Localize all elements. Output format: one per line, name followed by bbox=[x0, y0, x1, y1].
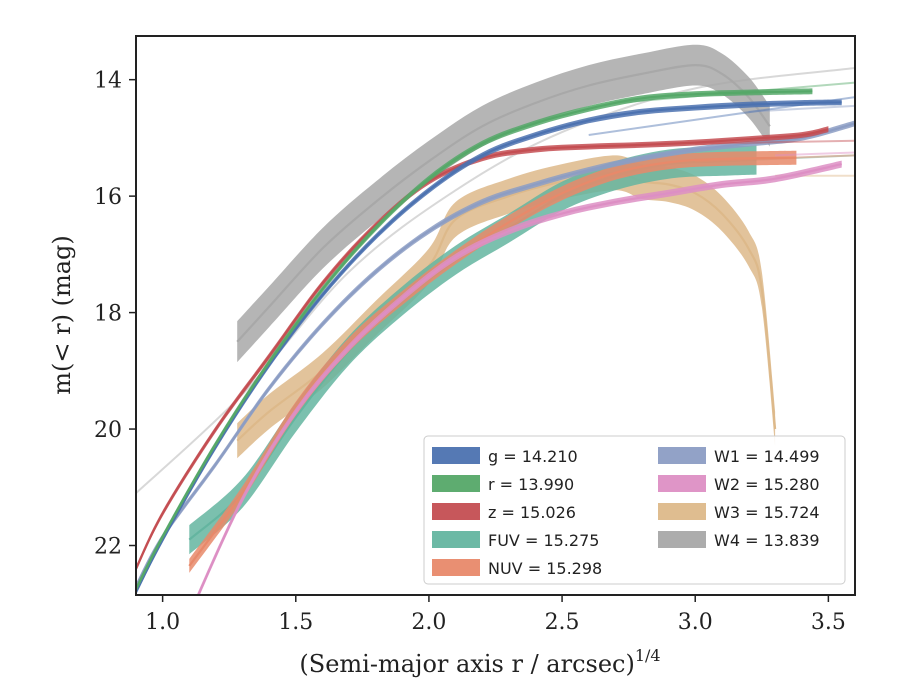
legend-label-W4: W4 = 13.839 bbox=[714, 531, 820, 550]
legend-label-NUV: NUV = 15.298 bbox=[488, 559, 602, 578]
legend-swatch-r bbox=[432, 475, 480, 492]
legend-box bbox=[423, 435, 846, 585]
legend: g = 14.210 r = 13.990 z = 15.026 FUV = 15.2… bbox=[423, 435, 846, 585]
x-tick-label: 3.5 bbox=[811, 610, 846, 635]
legend-swatch-W4 bbox=[658, 531, 706, 548]
plot-frame bbox=[135, 35, 856, 596]
x-axis-label-sup: 1/4 bbox=[635, 646, 661, 665]
legend-swatch-NUV bbox=[432, 559, 480, 576]
y-tick-label: 22 bbox=[94, 535, 122, 560]
x-axis-label-text: (Semi-major axis r / arcsec) bbox=[299, 650, 634, 678]
legend-label-W1: W1 = 14.499 bbox=[714, 447, 820, 466]
ticks-layer: 1.0 1.5 2.0 2.5 3.0 3.5 14 16 18 20 22 bbox=[94, 69, 846, 635]
x-tick-label: 1.5 bbox=[278, 610, 313, 635]
legend-swatch-W3 bbox=[658, 503, 706, 520]
legend-swatch-g bbox=[432, 447, 480, 464]
y-tick-label: 14 bbox=[94, 69, 122, 94]
legend-swatch-FUV bbox=[432, 531, 480, 548]
legend-swatch-W2 bbox=[658, 475, 706, 492]
series-r-line bbox=[136, 90, 813, 590]
series-W1-extrapolation bbox=[748, 104, 855, 113]
x-tick-label: 3.0 bbox=[678, 610, 713, 635]
legend-swatch-W1 bbox=[658, 447, 706, 464]
series-r bbox=[136, 81, 855, 593]
x-tick-label: 1.0 bbox=[145, 610, 180, 635]
x-axis-label: (Semi-major axis r / arcsec)1/4 bbox=[299, 646, 660, 678]
x-tick-label: 2.5 bbox=[545, 610, 580, 635]
series-W2-line bbox=[197, 163, 842, 595]
series-layer bbox=[136, 44, 855, 595]
legend-label-z: z = 15.026 bbox=[488, 503, 576, 522]
legend-label-g: g = 14.210 bbox=[488, 447, 578, 466]
x-tick-label: 2.0 bbox=[411, 610, 446, 635]
series-W4-line bbox=[236, 63, 771, 343]
y-tick-label: 20 bbox=[94, 418, 122, 443]
y-axis-label: m(< r) (mag) bbox=[48, 235, 76, 394]
legend-label-r: r = 13.990 bbox=[488, 475, 574, 494]
series-W4-band bbox=[237, 44, 770, 363]
legend-label-W2: W2 = 15.280 bbox=[714, 475, 820, 494]
legend-label-W3: W3 = 15.724 bbox=[714, 503, 820, 522]
legend-swatch-z bbox=[432, 503, 480, 520]
series-W1 bbox=[136, 104, 855, 590]
series-W2-extrapolation bbox=[775, 151, 855, 157]
legend-label-FUV: FUV = 15.275 bbox=[488, 531, 599, 550]
y-tick-label: 18 bbox=[94, 302, 122, 327]
series-W2 bbox=[196, 151, 855, 595]
series-W1-line bbox=[136, 122, 855, 587]
y-tick-label: 16 bbox=[94, 185, 122, 210]
